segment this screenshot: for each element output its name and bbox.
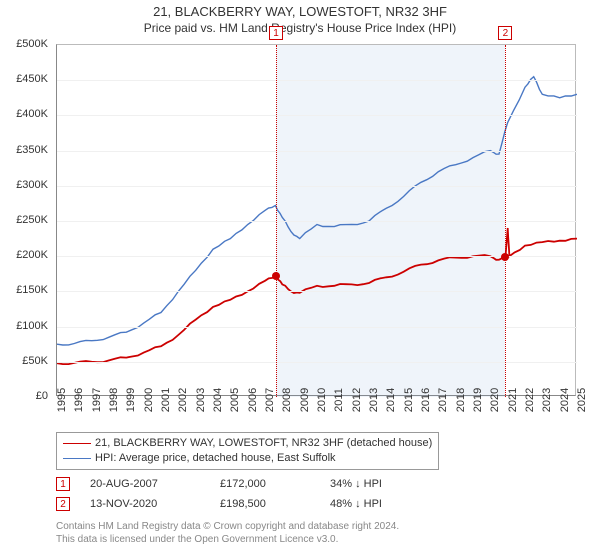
x-axis-tick-label: 2001: [160, 388, 172, 412]
x-axis-tick-label: 1998: [108, 388, 120, 412]
sale-number-box: 2: [56, 497, 70, 511]
x-axis-tick-label: 2006: [247, 388, 259, 412]
x-axis-tick-label: 1999: [125, 388, 137, 412]
x-axis-tick-label: 2024: [559, 388, 571, 412]
sale-row: 2 13-NOV-2020 £198,500 48% ↓ HPI: [56, 494, 430, 514]
sale-date: 20-AUG-2007: [90, 478, 200, 490]
x-axis-tick-label: 2005: [229, 388, 241, 412]
footer-line: This data is licensed under the Open Gov…: [56, 533, 399, 546]
x-axis-tick-label: 2009: [299, 388, 311, 412]
legend: 21, BLACKBERRY WAY, LOWESTOFT, NR32 3HF …: [56, 432, 439, 470]
x-axis-tick-label: 1996: [73, 388, 85, 412]
x-axis-tick-label: 2018: [455, 388, 467, 412]
y-axis-tick-label: £300K: [16, 179, 48, 191]
y-axis-tick-label: £450K: [16, 73, 48, 85]
x-axis-tick-label: 2008: [281, 388, 293, 412]
x-axis-tick-label: 2017: [437, 388, 449, 412]
gridline: [57, 115, 577, 116]
x-axis-tick-label: 2014: [385, 388, 397, 412]
footer-line: Contains HM Land Registry data © Crown c…: [56, 520, 399, 533]
x-axis-tick-label: 2013: [368, 388, 380, 412]
y-axis-tick-label: £150K: [16, 284, 48, 296]
x-axis-tick-label: 2011: [333, 388, 345, 412]
legend-swatch: [63, 443, 91, 445]
y-axis-tick-label: £100K: [16, 320, 48, 332]
gridline: [57, 186, 577, 187]
x-axis-tick-label: 1995: [56, 388, 68, 412]
sale-marker-dot: [272, 272, 280, 280]
x-axis-tick-label: 2003: [195, 388, 207, 412]
y-axis-tick-label: £200K: [16, 249, 48, 261]
sales-list: 1 20-AUG-2007 £172,000 34% ↓ HPI 2 13-NOV-202…: [56, 474, 430, 514]
sale-price: £198,500: [220, 498, 310, 510]
y-axis-tick-label: £50K: [22, 355, 48, 367]
sale-number-box: 1: [56, 477, 70, 491]
x-axis-tick-label: 2020: [489, 388, 501, 412]
x-axis-tick-label: 2010: [316, 388, 328, 412]
sale-diff: 48% ↓ HPI: [330, 498, 430, 510]
plot-area: 12: [56, 44, 576, 396]
sale-date: 13-NOV-2020: [90, 498, 200, 510]
x-axis-tick-label: 2023: [541, 388, 553, 412]
sale-marker-line: [505, 45, 506, 397]
gridline: [57, 291, 577, 292]
y-axis-tick-label: £250K: [16, 214, 48, 226]
sale-marker-line: [276, 45, 277, 397]
x-axis-tick-label: 2004: [212, 388, 224, 412]
x-axis-tick-label: 2012: [351, 388, 363, 412]
gridline: [57, 256, 577, 257]
x-axis-tick-label: 2021: [507, 388, 519, 412]
x-axis-tick-label: 2002: [177, 388, 189, 412]
x-axis-tick-label: 2025: [576, 388, 588, 412]
sale-diff: 34% ↓ HPI: [330, 478, 430, 490]
gridline: [57, 151, 577, 152]
y-axis-tick-label: £350K: [16, 144, 48, 156]
legend-label: HPI: Average price, detached house, East…: [95, 451, 336, 466]
sale-row: 1 20-AUG-2007 £172,000 34% ↓ HPI: [56, 474, 430, 494]
y-axis-tick-label: £0: [36, 390, 48, 402]
x-axis-tick-label: 1997: [91, 388, 103, 412]
chart: 12 £0£50K£100K£150K£200K£250K£300K£350K£…: [56, 44, 576, 396]
gridline: [57, 80, 577, 81]
x-axis-tick-label: 2000: [143, 388, 155, 412]
x-axis-tick-label: 2007: [264, 388, 276, 412]
x-axis-tick-label: 2016: [420, 388, 432, 412]
sale-price: £172,000: [220, 478, 310, 490]
sale-marker-number: 1: [269, 26, 283, 40]
y-axis-tick-label: £400K: [16, 108, 48, 120]
legend-swatch: [63, 458, 91, 459]
footer: Contains HM Land Registry data © Crown c…: [56, 520, 399, 546]
chart-title: 21, BLACKBERRY WAY, LOWESTOFT, NR32 3HF: [0, 4, 600, 19]
y-axis-tick-label: £500K: [16, 38, 48, 50]
gridline: [57, 221, 577, 222]
x-axis-tick-label: 2015: [403, 388, 415, 412]
legend-item: HPI: Average price, detached house, East…: [63, 451, 432, 466]
legend-label: 21, BLACKBERRY WAY, LOWESTOFT, NR32 3HF …: [95, 436, 432, 451]
gridline: [57, 327, 577, 328]
x-axis-tick-label: 2022: [524, 388, 536, 412]
sale-marker-number: 2: [498, 26, 512, 40]
legend-item: 21, BLACKBERRY WAY, LOWESTOFT, NR32 3HF …: [63, 436, 432, 451]
gridline: [57, 362, 577, 363]
x-axis-tick-label: 2019: [472, 388, 484, 412]
sale-marker-dot: [501, 253, 509, 261]
